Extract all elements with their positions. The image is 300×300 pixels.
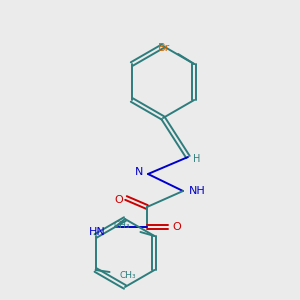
Text: HN: HN [89, 227, 106, 237]
Text: CH₃: CH₃ [120, 272, 136, 280]
Text: O: O [115, 195, 123, 205]
Text: O: O [172, 222, 182, 232]
Text: Br: Br [158, 43, 170, 53]
Text: NH: NH [189, 186, 206, 196]
Text: N: N [135, 167, 143, 177]
Text: CH₃: CH₃ [114, 221, 130, 230]
Text: H: H [193, 154, 201, 164]
